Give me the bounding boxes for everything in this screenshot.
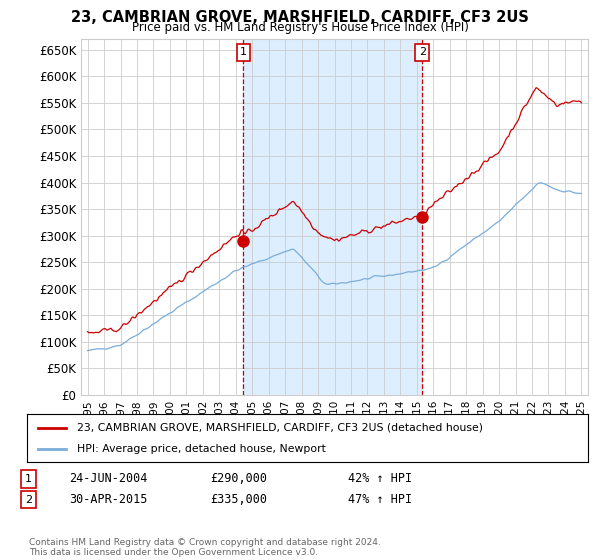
Text: 42% ↑ HPI: 42% ↑ HPI — [348, 472, 412, 486]
Text: HPI: Average price, detached house, Newport: HPI: Average price, detached house, Newp… — [77, 444, 326, 454]
Text: 2: 2 — [25, 494, 32, 505]
Text: 23, CAMBRIAN GROVE, MARSHFIELD, CARDIFF, CF3 2US: 23, CAMBRIAN GROVE, MARSHFIELD, CARDIFF,… — [71, 10, 529, 25]
Text: 1: 1 — [240, 48, 247, 58]
Text: £335,000: £335,000 — [210, 493, 267, 506]
Text: Price paid vs. HM Land Registry's House Price Index (HPI): Price paid vs. HM Land Registry's House … — [131, 21, 469, 34]
Text: 2: 2 — [419, 48, 426, 58]
Text: 47% ↑ HPI: 47% ↑ HPI — [348, 493, 412, 506]
Text: 23, CAMBRIAN GROVE, MARSHFIELD, CARDIFF, CF3 2US (detached house): 23, CAMBRIAN GROVE, MARSHFIELD, CARDIFF,… — [77, 423, 484, 433]
Text: £290,000: £290,000 — [210, 472, 267, 486]
Text: Contains HM Land Registry data © Crown copyright and database right 2024.
This d: Contains HM Land Registry data © Crown c… — [29, 538, 380, 557]
Text: 24-JUN-2004: 24-JUN-2004 — [69, 472, 148, 486]
Bar — [244, 39, 422, 395]
Text: 1: 1 — [25, 474, 32, 484]
Text: 30-APR-2015: 30-APR-2015 — [69, 493, 148, 506]
